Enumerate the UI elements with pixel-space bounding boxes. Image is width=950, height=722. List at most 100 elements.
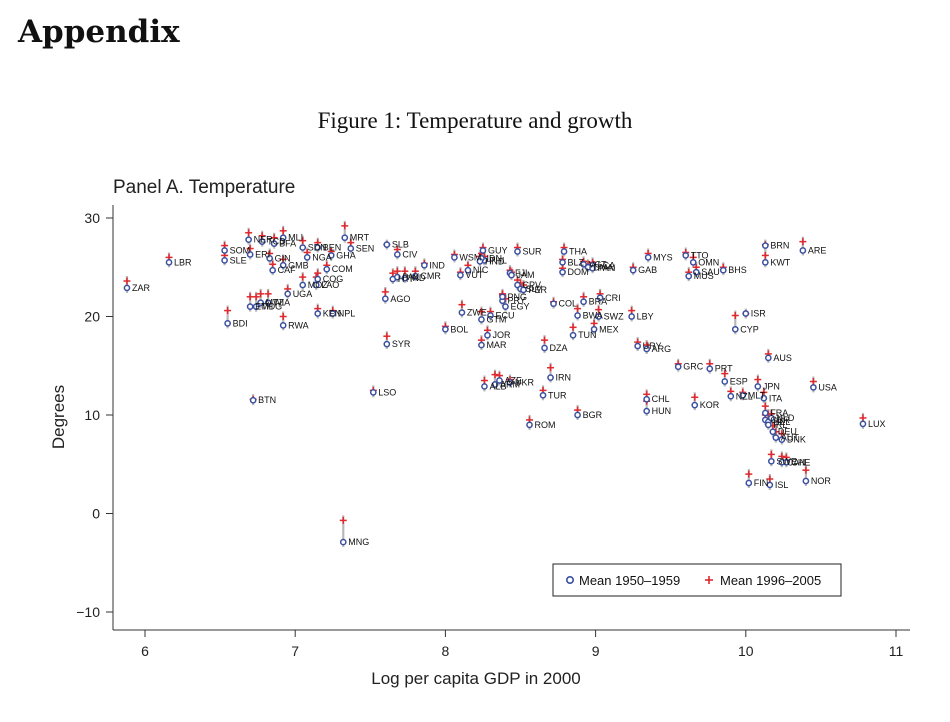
country-label: BWA (583, 311, 603, 321)
marker-1996-2005 (246, 293, 254, 301)
country-label: IND (429, 260, 445, 270)
country-label: IRN (556, 373, 572, 383)
marker-1950-1959 (312, 281, 320, 289)
marker-1950-1959 (314, 244, 322, 251)
marker-1950-1959 (491, 381, 499, 388)
country-label: SWZ (604, 312, 624, 322)
x-axis-label: Log per capita GDP in 2000 (371, 669, 581, 688)
marker-1996-2005 (389, 269, 397, 277)
country-label: MEX (599, 324, 619, 334)
country-label: BDI (233, 318, 248, 328)
marker-1950-1959 (279, 322, 287, 329)
country-label: SAU (701, 267, 720, 277)
marker-1996-2005 (590, 319, 598, 327)
x-tick-label: 7 (291, 643, 299, 659)
marker-1996-2005 (314, 269, 322, 277)
marker-1996-2005 (859, 414, 867, 422)
marker-1950-1959 (279, 261, 287, 269)
marker-1950-1959 (479, 247, 487, 254)
y-tick-label: 30 (84, 210, 100, 226)
marker-1950-1959 (221, 257, 228, 264)
marker-1996-2005 (270, 234, 278, 242)
marker-1950-1959 (314, 275, 322, 283)
marker-1996-2005 (381, 288, 389, 296)
marker-1950-1959 (766, 481, 774, 489)
country-label: MRT (350, 233, 370, 243)
country-label: HTI (398, 274, 413, 284)
marker-1950-1959 (123, 284, 131, 292)
marker-1950-1959 (559, 258, 566, 266)
country-label: ZAR (132, 283, 151, 293)
marker-1996-2005 (477, 308, 485, 316)
country-label: SEN (356, 244, 375, 254)
country-label: BRA (589, 297, 608, 307)
marker-1950-1959 (369, 388, 377, 396)
country-label: DNK (787, 435, 806, 445)
marker-1996-2005 (252, 293, 260, 301)
country-label: ESP (730, 377, 748, 387)
marker-1950-1959 (742, 310, 750, 317)
marker-1950-1959 (165, 258, 173, 266)
country-label: TUR (548, 390, 567, 400)
y-tick-label: 0 (92, 506, 100, 522)
country-labels: ZARLBRSOMSLEBDINERTCDBFAETHERIBTNMDGMWIT… (132, 233, 885, 547)
country-label: BHS (728, 265, 747, 275)
y-axis-label: Degrees (49, 385, 68, 449)
marker-1950-1959 (721, 378, 729, 385)
marker-1950-1959 (772, 434, 780, 442)
country-label: ARG (652, 344, 672, 354)
country-label: GUY (488, 246, 508, 256)
marker-1950-1959 (526, 421, 533, 429)
marker-1950-1959 (689, 258, 697, 266)
marker-1950-1959 (692, 268, 700, 276)
marker-1950-1959 (502, 303, 509, 310)
marker-1950-1959 (560, 248, 568, 255)
marker-1950-1959 (224, 320, 231, 327)
marker-1996-2005 (123, 277, 131, 285)
marker-1996-2005 (691, 393, 699, 401)
marker-1950-1959 (514, 248, 521, 255)
y-tick-label: −10 (76, 604, 100, 620)
country-label: VUT (465, 270, 484, 280)
country-label: DEU (778, 427, 797, 437)
country-label: MNG (348, 537, 369, 547)
marker-1950-1959 (314, 310, 322, 317)
country-label: KWT (770, 257, 790, 267)
y-axis-ticks: −10 0 10 20 30 (76, 210, 113, 620)
country-label: SLV (526, 284, 542, 294)
marker-1996-2005 (224, 307, 232, 315)
country-label: COG (323, 274, 344, 284)
country-label: SLE (230, 255, 247, 265)
marker-1950-1959 (596, 294, 604, 302)
marker-1950-1959 (299, 281, 307, 289)
country-label: PRT (715, 364, 733, 374)
country-label: SUR (522, 246, 542, 256)
marker-1996-2005 (778, 452, 786, 460)
country-label: CPV (522, 280, 541, 290)
country-label: NGA (312, 252, 332, 262)
x-axis-ticks: 6 7 8 9 10 11 (141, 630, 903, 659)
y-tick-label: 20 (84, 309, 100, 325)
country-label: ITA (769, 393, 782, 403)
marker-1996-2005 (258, 232, 266, 240)
country-label: CIV (402, 249, 417, 259)
marker-1996-2005 (547, 364, 555, 372)
legend-label-2000: Mean 1996–2005 (720, 573, 821, 588)
marker-1996-2005 (264, 290, 272, 298)
country-label: SOM (230, 246, 251, 256)
marker-1950-1959 (783, 458, 790, 466)
marker-1950-1959 (727, 392, 735, 400)
marker-1996-2005 (721, 370, 729, 378)
country-label: BFA (279, 239, 296, 249)
country-label: TCD (267, 237, 286, 247)
marker-1996-2005 (628, 307, 636, 315)
marker-1996-2005 (760, 388, 768, 396)
marker-1950-1959 (327, 252, 335, 259)
marker-1996-2005 (279, 255, 287, 263)
marker-1950-1959 (478, 341, 485, 349)
country-label: USA (818, 382, 837, 392)
country-label: GHA (336, 250, 356, 260)
marker-1996-2005 (279, 313, 287, 320)
country-label: MYS (653, 252, 673, 262)
marker-1950-1959 (458, 309, 466, 316)
